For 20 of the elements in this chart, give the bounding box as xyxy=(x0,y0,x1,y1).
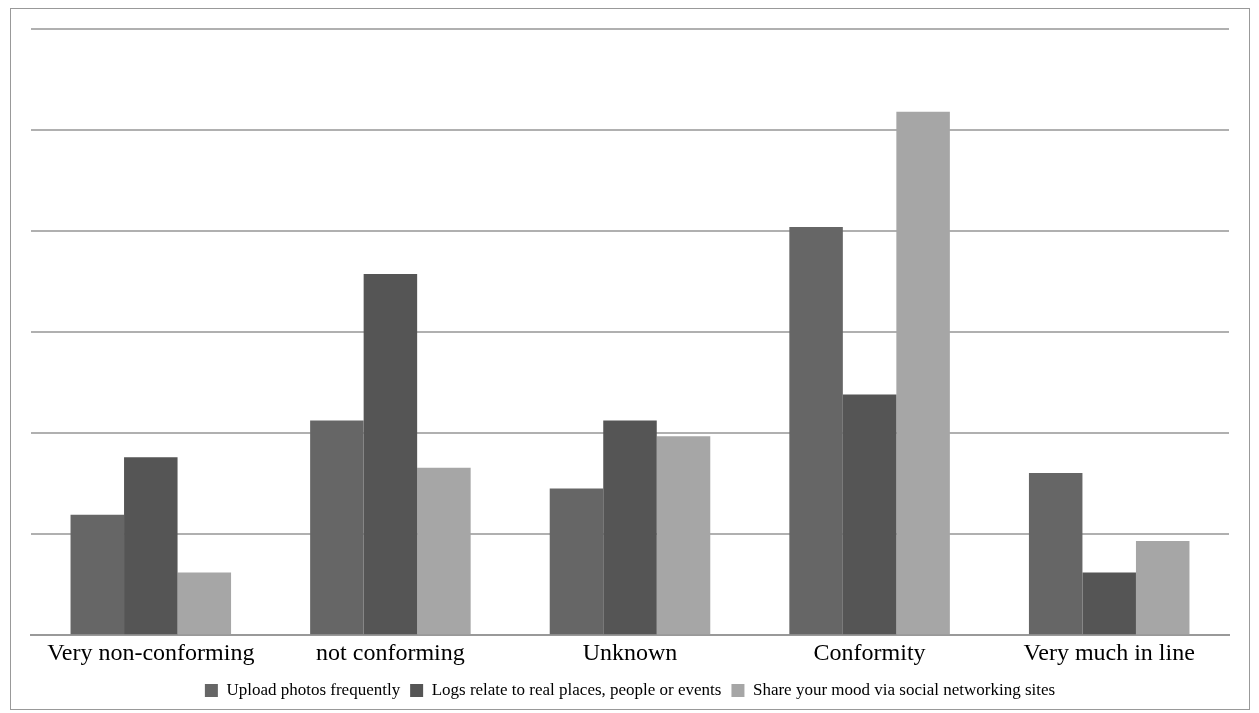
bar xyxy=(310,420,364,635)
bar xyxy=(70,514,125,635)
bar xyxy=(1082,572,1136,635)
bar xyxy=(842,394,897,635)
bar xyxy=(124,457,178,635)
legend-label: Upload photos frequently xyxy=(226,679,401,699)
bar xyxy=(789,226,843,635)
x-tick-label: Very non-conforming xyxy=(47,638,255,665)
legend-label: Share your mood via social networking sites xyxy=(752,679,1056,699)
legend-label: Logs relate to real places, people or events xyxy=(431,679,722,699)
bar xyxy=(549,488,604,635)
bar xyxy=(177,572,232,635)
x-tick-label: not conforming xyxy=(316,638,465,665)
bar xyxy=(1135,540,1190,635)
x-tick-label: Unknown xyxy=(582,638,678,665)
x-tick-label: Conformity xyxy=(813,638,926,665)
bar xyxy=(1028,472,1083,635)
bar xyxy=(603,420,657,635)
x-tick-label: Very much in line xyxy=(1023,638,1195,665)
bar xyxy=(363,273,418,635)
